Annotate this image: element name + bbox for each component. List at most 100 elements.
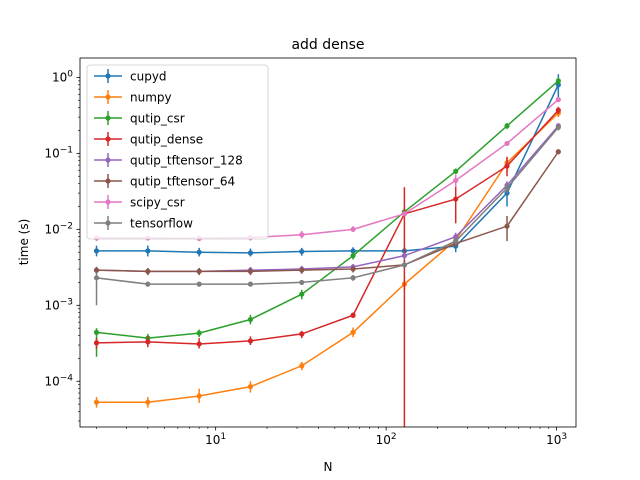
data-point — [555, 78, 561, 84]
data-point — [504, 163, 510, 169]
y-tick-label: 10−3 — [44, 297, 73, 312]
data-point — [145, 268, 151, 274]
data-point — [350, 253, 356, 259]
data-point — [350, 329, 356, 335]
legend-label: qutip_dense — [130, 133, 203, 147]
data-point — [247, 281, 254, 287]
y-tick-label: 10−4 — [44, 373, 73, 388]
data-point — [350, 248, 356, 254]
data-point — [299, 331, 305, 337]
series-line — [96, 109, 559, 345]
y-tick-label: 10−2 — [44, 221, 73, 236]
data-point — [555, 149, 561, 155]
series-line — [96, 80, 559, 339]
legend: cupyd numpy qutip_csr qutip_dense qutip_tfte… — [86, 64, 269, 240]
data-point — [504, 223, 510, 229]
data-point — [555, 107, 561, 113]
series-line — [96, 112, 559, 403]
legend-item-cupyd: cupyd — [94, 69, 167, 84]
legend-item-qutip_tftensor_64: qutip_tftensor_64 — [94, 174, 235, 189]
data-point — [504, 123, 510, 129]
data-point — [196, 341, 202, 347]
legend-item-qutip_csr: qutip_csr — [94, 111, 185, 126]
data-point — [145, 248, 151, 254]
data-point — [555, 97, 561, 103]
data-point — [453, 238, 459, 244]
data-point — [299, 267, 305, 273]
data-point — [299, 232, 305, 238]
data-point — [196, 268, 202, 274]
legend-item-tensorflow: tensorflow — [94, 216, 193, 231]
data-point — [247, 338, 254, 344]
series-line — [96, 84, 560, 254]
legend-marker — [105, 178, 111, 184]
y-axis-label: time (s) — [17, 219, 31, 266]
legend-marker — [105, 220, 111, 226]
y-tick-label: 10−1 — [44, 145, 73, 160]
legend-marker — [105, 94, 111, 100]
data-point — [555, 124, 561, 130]
data-point — [93, 329, 100, 335]
data-point — [196, 330, 202, 336]
data-point — [247, 268, 254, 274]
x-tick-label: 102 — [376, 432, 397, 447]
y-tick-label: 100 — [52, 69, 73, 84]
legend-label: qutip_tftensor_128 — [130, 154, 243, 168]
data-point — [196, 281, 202, 287]
data-point — [299, 279, 305, 286]
data-point — [453, 168, 459, 174]
legend-item-numpy: numpy — [94, 90, 172, 105]
data-point — [93, 267, 100, 273]
series-tensorflow — [93, 124, 561, 306]
data-point — [350, 312, 356, 318]
series-qutip_dense — [93, 106, 561, 427]
data-point — [453, 234, 459, 240]
data-point — [93, 340, 100, 346]
legend-item-qutip_tftensor_128: qutip_tftensor_128 — [94, 153, 243, 168]
data-point — [350, 226, 356, 232]
series-line — [96, 126, 559, 285]
data-point — [453, 196, 459, 202]
series-qutip_tftensor_64 — [93, 149, 561, 276]
data-point — [196, 393, 202, 399]
x-axis-label: N — [324, 460, 333, 474]
legend-item-scipy_csr: scipy_csr — [94, 195, 185, 210]
data-point — [401, 262, 407, 268]
data-point — [145, 281, 151, 287]
plot-frame — [79, 57, 577, 428]
legend-marker — [105, 199, 111, 205]
data-point — [401, 253, 407, 259]
x-axis: 101 102 103 — [96, 427, 567, 447]
legend-item-qutip_dense: qutip_dense — [94, 132, 203, 147]
data-point — [247, 250, 254, 256]
x-tick-label: 101 — [205, 432, 226, 447]
data-point — [196, 249, 202, 255]
data-point — [93, 275, 100, 281]
legend-label: qutip_tftensor_64 — [130, 175, 235, 189]
legend-marker — [105, 157, 111, 163]
chart-title: add dense — [291, 37, 364, 53]
legend-label: qutip_csr — [130, 112, 185, 126]
data-point — [247, 316, 254, 323]
legend-box — [86, 64, 269, 240]
legend-label: numpy — [130, 91, 172, 105]
data-point — [401, 211, 407, 217]
x-tick-label: 103 — [546, 432, 567, 447]
data-point — [145, 339, 151, 345]
data-point — [350, 266, 356, 272]
series-line — [96, 151, 559, 273]
data-point — [299, 291, 305, 297]
legend-marker — [105, 136, 111, 142]
data-point — [299, 248, 305, 255]
data-point — [453, 177, 459, 184]
data-point — [145, 399, 151, 405]
legend-marker — [105, 115, 111, 121]
data-point — [504, 185, 510, 191]
data-point — [93, 248, 100, 254]
legend-marker — [105, 73, 111, 79]
data-point — [93, 399, 100, 405]
data-point — [299, 363, 305, 369]
y-axis: 10−4 10−3 10−2 10−1 100 — [44, 69, 80, 422]
legend-label: scipy_csr — [130, 196, 185, 210]
